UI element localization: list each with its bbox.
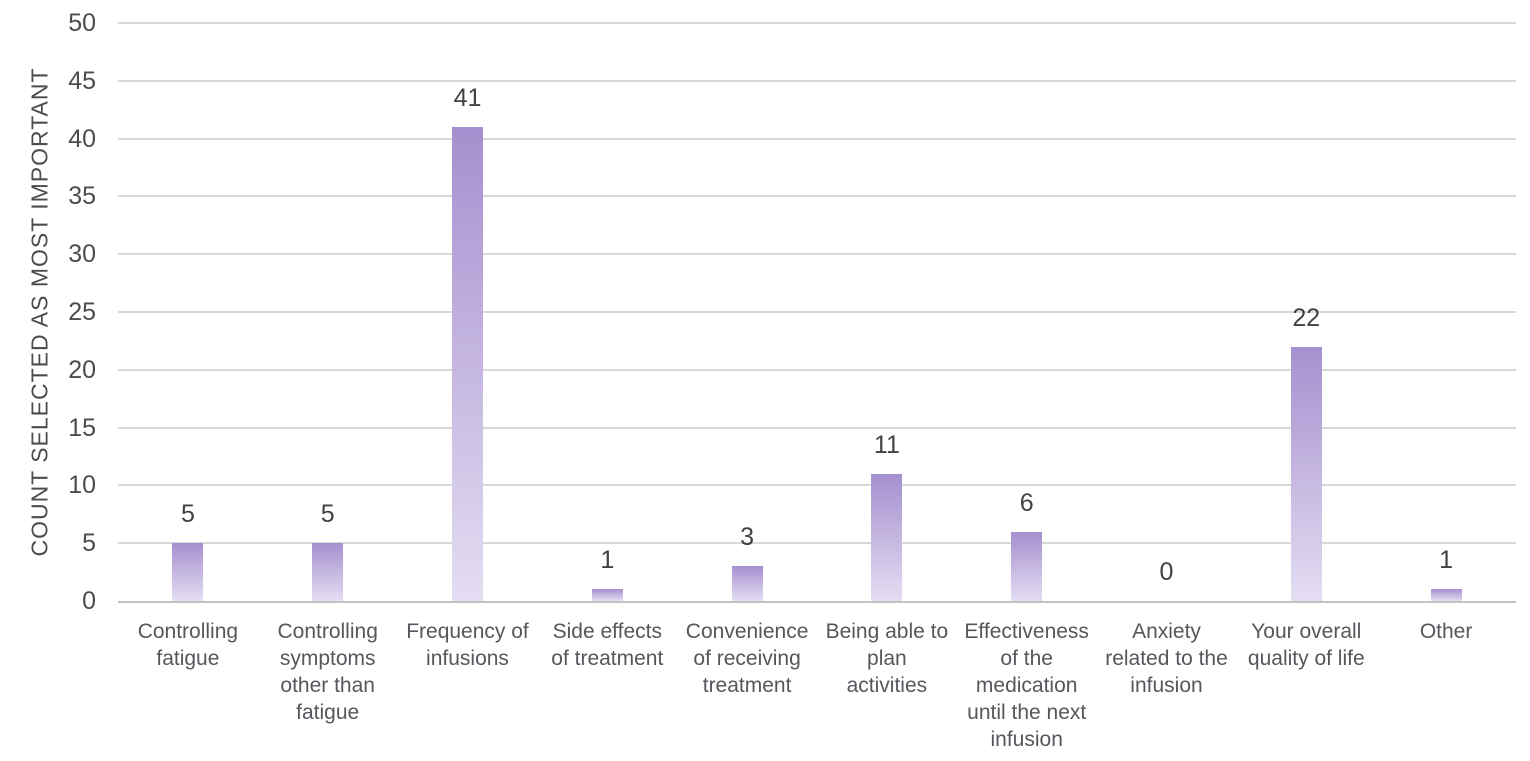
bar (1430, 589, 1462, 601)
bar-value-label: 11 (873, 430, 900, 459)
y-tick-label: 0 (82, 587, 96, 615)
bar-value-label: 1 (600, 546, 615, 575)
gridline (118, 542, 1516, 545)
y-tick-label: 10 (68, 471, 96, 500)
bar (591, 589, 623, 601)
gridline (118, 195, 1516, 198)
y-tick-label: 45 (68, 66, 96, 95)
x-category-label: Controlling symptoms other than fatigue (248, 618, 408, 726)
y-tick-label: 35 (68, 182, 96, 211)
gridline (118, 79, 1516, 82)
x-category-label-line: infusion (1130, 674, 1203, 697)
x-category-label-line: Controlling (137, 620, 239, 643)
x-category-label-line: Being able to (825, 620, 949, 643)
gridline (118, 311, 1516, 313)
x-category-label-line: other than (280, 674, 375, 697)
x-category-label: Convenience of receiving treatment (667, 618, 827, 699)
x-category-label-line: fatigue (296, 701, 360, 724)
x-category-label-line: Effectiveness (964, 620, 1089, 643)
bar (1011, 531, 1043, 601)
y-tick-label: 30 (68, 240, 96, 269)
x-category-label-line: infusions (426, 647, 509, 670)
bar (172, 543, 204, 601)
x-category-label-line: Other (1419, 620, 1473, 643)
y-tick-label: 50 (68, 9, 96, 37)
bar-value-label: 5 (180, 500, 195, 529)
x-category-label-line: until the next (967, 701, 1087, 724)
x-category-label-line: activities (846, 674, 928, 697)
bar-value-label: 6 (1019, 488, 1034, 517)
x-category-label-line: medication (975, 674, 1078, 697)
x-category-label-line: Convenience (685, 620, 809, 643)
y-tick-label: 5 (82, 529, 96, 558)
x-category-label-line: Anxiety (1132, 620, 1201, 643)
bar (452, 127, 483, 601)
x-category-label-line: Your overall (1251, 620, 1362, 643)
bar-value-label: 22 (1292, 303, 1321, 332)
bar-value-label: 1 (1439, 546, 1454, 575)
x-category-label-line: of receiving (693, 647, 801, 670)
x-category-label-line: quality of life (1247, 647, 1365, 670)
x-category-label-line: infusion (990, 728, 1063, 751)
y-tick-label: 40 (68, 124, 96, 153)
y-tick-label: 25 (68, 298, 96, 326)
x-category-label: Frequency of infusions (388, 618, 548, 672)
x-category-label: Effectiveness of the medication until the n… (947, 618, 1107, 753)
x-axis-line (118, 601, 1516, 603)
bar (731, 566, 763, 601)
gridline (118, 484, 1516, 487)
gridline (118, 137, 1516, 140)
x-category-label-line: fatigue (156, 647, 220, 670)
gridline (118, 426, 1516, 429)
x-category-label-line: Controlling (277, 620, 378, 643)
x-category-label-line: related to the (1105, 647, 1228, 670)
gridline (118, 22, 1516, 24)
gridline (118, 368, 1516, 371)
bar-value-label: 3 (740, 523, 755, 552)
x-category-label-line: of treatment (551, 647, 664, 670)
x-category-label-line: Frequency of (406, 620, 529, 643)
x-category-label: Other (1366, 618, 1526, 645)
x-category-label-line: plan (867, 647, 907, 670)
x-category-label-line: Side effects (552, 620, 662, 643)
bar (1290, 346, 1322, 601)
bar (312, 543, 344, 601)
bar (871, 473, 903, 601)
x-category-label: Your overall quality of life (1226, 618, 1386, 672)
gridline (118, 253, 1516, 256)
bar-value-label: 0 (1159, 558, 1174, 586)
x-category-label: Anxiety related to the infusion (1087, 618, 1247, 699)
bar-value-label: 41 (453, 84, 482, 113)
x-category-label-line: of the (1000, 647, 1053, 670)
bar-value-label: 5 (320, 500, 335, 529)
x-category-label-line: treatment (702, 674, 792, 697)
x-category-label: Side effects of treatment (527, 618, 687, 672)
x-category-label-line: symptoms (279, 647, 376, 670)
y-tick-label: 15 (68, 413, 96, 442)
x-category-label: Controlling fatigue (108, 618, 268, 672)
y-tick-label: 20 (68, 355, 96, 384)
x-category-label: Being able to plan activities (807, 618, 967, 699)
